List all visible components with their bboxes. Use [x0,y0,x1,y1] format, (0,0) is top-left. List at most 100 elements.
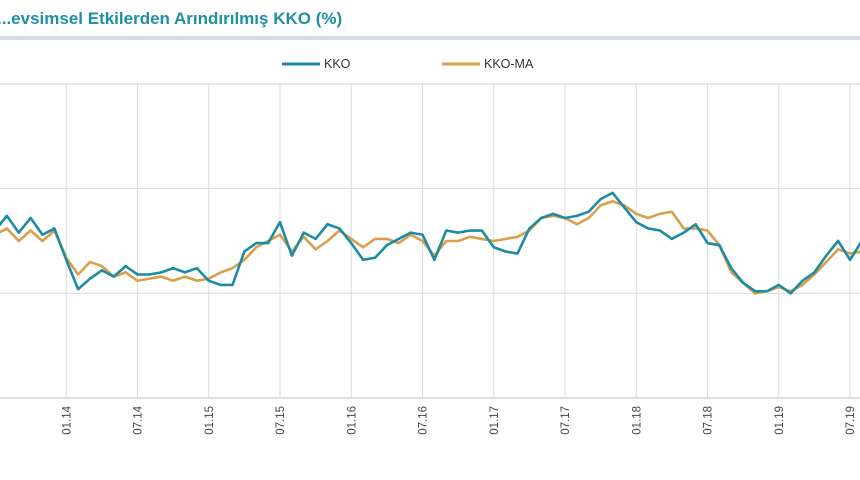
data-point [694,223,697,226]
data-point [753,292,757,295]
data-point [326,223,329,226]
series-lines [0,191,860,295]
data-point [813,271,816,274]
data-point [219,271,222,274]
data-point [41,239,44,243]
data-point [516,235,519,239]
data-point [29,229,32,232]
series-points-kko [5,191,852,295]
data-point [492,246,495,249]
data-point [456,239,460,243]
data-point [100,264,104,268]
data-point [611,191,614,195]
data-point [266,241,270,245]
data-point [848,252,852,255]
data-point [195,267,199,270]
legend-label-kko: KKO [324,57,351,71]
data-point [646,216,650,220]
data-point [575,223,579,226]
data-point [243,250,246,253]
legend-label-kko-ma: KKO-MA [484,57,534,71]
data-point [635,212,638,215]
data-point [658,229,662,232]
x-tick-label: 07.19 [845,406,857,435]
data-point [540,216,543,220]
chart-title: ...evsimsel Etkilerden Arındırılmış KKO … [0,9,343,28]
data-point [314,248,317,251]
data-point [65,258,68,262]
data-point [219,283,222,287]
data-point [338,227,341,230]
data-point [361,246,365,249]
data-point [231,267,234,270]
data-point [314,237,317,241]
data-point [670,237,674,241]
data-point [243,258,246,262]
data-point [302,231,305,234]
data-point [171,279,175,282]
data-point [516,252,519,255]
data-point [29,216,32,220]
data-point [753,290,757,293]
data-point [658,212,662,215]
legend: KKO KKO-MA [282,57,534,71]
data-point [433,258,436,262]
data-point [231,283,234,287]
data-point [278,233,282,236]
data-point [670,210,674,213]
data-point [801,283,804,287]
data-point [326,239,329,243]
data-point [456,231,460,234]
series-line-kko-ma [0,199,860,295]
data-point [492,239,495,243]
data-point [88,277,92,280]
data-point [741,281,745,285]
data-point [100,269,104,272]
data-point [195,279,199,282]
data-point [718,243,721,247]
x-tick-label: 01.19 [774,406,786,435]
data-point [706,241,709,245]
x-tick-label: 07.18 [703,406,715,435]
data-point [599,204,602,207]
data-point [136,279,139,282]
data-point [801,279,804,282]
data-point [290,254,294,257]
data-point [611,200,614,203]
data-point [646,227,650,230]
x-tick-label: 07.14 [133,405,145,434]
data-point [171,267,175,270]
x-axis-tick-labels: 07.13 01.14 07.14 01.15 07.15 01.16 07.16 01.17… [0,405,857,434]
data-point [373,237,377,241]
plot-border [0,83,860,399]
data-point [825,260,828,264]
data-point [112,275,115,278]
data-point [504,237,507,241]
data-point [421,239,424,243]
data-point [397,237,400,241]
data-point [551,212,555,215]
data-point [682,227,685,230]
x-tick-label: 01.17 [489,406,501,435]
data-point [76,287,80,291]
data-point [17,239,20,243]
data-point [587,210,590,213]
data-point [278,220,282,224]
title-divider [0,36,860,40]
data-point [504,250,507,253]
data-point [730,267,733,270]
data-point [350,241,353,245]
data-point [623,206,626,209]
data-point [445,239,448,243]
data-point [575,214,579,218]
data-point [825,254,828,257]
data-point [5,227,9,230]
data-point [124,264,127,268]
x-tick-label: 01.15 [204,406,216,435]
data-point [136,273,139,276]
data-point [848,258,852,262]
x-tick-label: 01.14 [61,405,73,434]
data-point [361,258,365,262]
data-point [730,271,733,274]
data-point [17,231,20,234]
